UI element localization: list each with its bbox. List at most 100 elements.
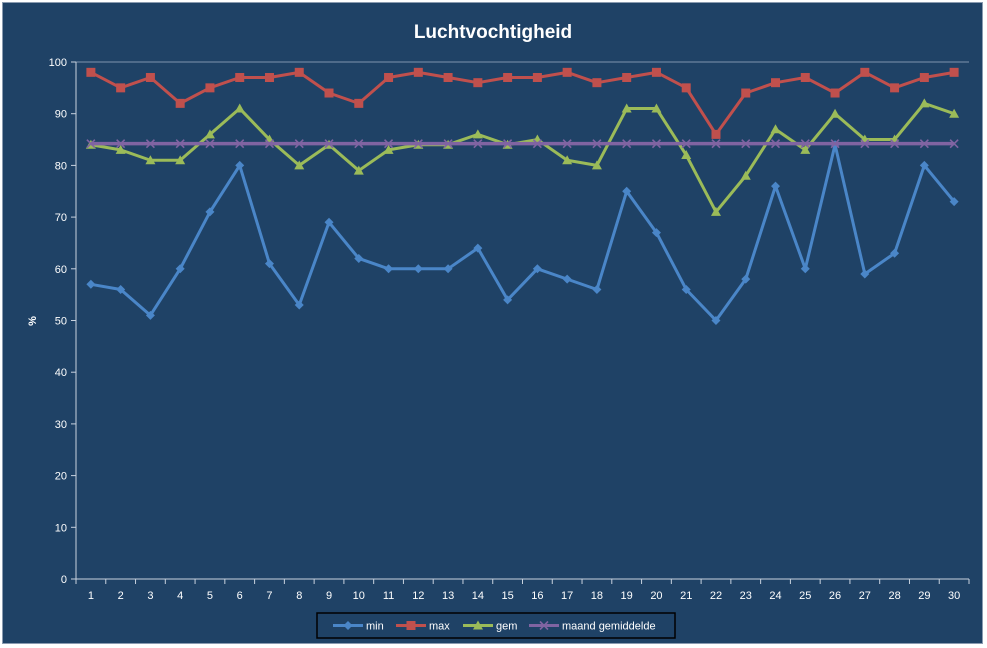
data-point-maand-gemiddelde — [235, 139, 245, 149]
data-point-min — [592, 284, 602, 294]
data-point-max — [830, 88, 840, 98]
marker-stroke — [145, 139, 155, 149]
y-tick-label: 50 — [55, 316, 67, 328]
marker-stroke — [175, 139, 185, 149]
marker-stroke — [681, 139, 691, 149]
x-tick-label: 14 — [472, 590, 484, 602]
data-point-gem — [175, 155, 186, 165]
data-point-min — [145, 310, 155, 320]
data-point-max — [503, 73, 513, 83]
y-tick-label: 30 — [55, 419, 67, 431]
x-tick-label: 2 — [118, 590, 124, 602]
data-point-min — [800, 264, 810, 274]
data-point-max — [235, 73, 245, 83]
x-tick-label: 30 — [948, 590, 960, 602]
marker-stroke — [800, 139, 810, 149]
data-point-gem — [740, 170, 751, 180]
data-point-min — [324, 217, 334, 227]
data-point-max — [443, 73, 453, 83]
x-tick-label: 5 — [207, 590, 213, 602]
legend-label: max — [429, 621, 450, 633]
marker-stroke — [383, 139, 394, 149]
x-tick-label: 20 — [650, 590, 662, 602]
data-point-min — [741, 274, 751, 284]
data-point-gem — [353, 165, 364, 175]
data-point-min — [473, 243, 483, 253]
marker-stroke — [264, 139, 275, 149]
data-point-maand-gemiddelde — [592, 139, 602, 149]
marker-stroke — [770, 139, 781, 149]
legend-item-min: min — [333, 621, 384, 633]
x-tick-label: 4 — [177, 590, 183, 602]
legend-swatch-marker — [343, 621, 353, 630]
marker-stroke — [443, 139, 453, 149]
x-tick-label: 3 — [147, 590, 153, 602]
data-point-min — [771, 181, 781, 191]
data-point-maand-gemiddelde — [681, 139, 691, 149]
data-point-max — [592, 78, 602, 88]
data-point-min — [294, 300, 304, 310]
legend-swatch-marker — [539, 620, 549, 631]
x-tick-label: 24 — [769, 590, 781, 602]
data-point-maand-gemiddelde — [890, 139, 900, 149]
data-point-min — [413, 264, 423, 274]
data-point-max — [116, 83, 126, 93]
marker-stroke — [651, 139, 662, 149]
data-point-maand-gemiddelde — [651, 139, 662, 149]
data-point-maand-gemiddelde — [294, 139, 304, 149]
x-tick-label: 17 — [561, 590, 573, 602]
data-point-maand-gemiddelde — [86, 139, 96, 149]
y-tick-label: 90 — [55, 109, 67, 121]
data-point-maand-gemiddelde — [443, 139, 453, 149]
x-tick-label: 29 — [918, 590, 930, 602]
data-point-maand-gemiddelde — [532, 139, 542, 149]
marker-stroke — [354, 139, 364, 149]
legend-swatch-marker — [406, 621, 416, 630]
series-min — [86, 140, 959, 325]
legend-label: min — [366, 621, 384, 633]
data-point-max — [384, 73, 394, 83]
data-point-max — [890, 83, 900, 93]
x-tick-label: 1 — [88, 590, 94, 602]
data-point-maand-gemiddelde — [741, 139, 751, 149]
data-point-gem — [472, 129, 483, 139]
marker-stroke — [830, 139, 840, 149]
data-point-max — [800, 73, 810, 83]
data-point-max — [86, 67, 96, 77]
data-point-max — [473, 78, 483, 88]
data-point-max — [860, 67, 870, 77]
data-point-max — [145, 73, 155, 83]
marker-stroke — [116, 139, 126, 149]
marker-stroke — [294, 139, 304, 149]
x-tick-label: 23 — [740, 590, 752, 602]
series-maand-gemiddelde — [86, 139, 959, 149]
data-point-max — [711, 129, 721, 139]
marker-stroke — [324, 139, 334, 149]
x-tick-label: 12 — [412, 590, 424, 602]
data-point-gem — [919, 98, 930, 108]
data-point-maand-gemiddelde — [145, 139, 155, 149]
data-point-min — [681, 284, 691, 294]
x-tick-label: 26 — [829, 590, 841, 602]
data-point-gem — [204, 129, 215, 139]
data-point-gem — [949, 108, 960, 118]
legend-box — [316, 612, 676, 639]
data-point-maand-gemiddelde — [413, 139, 423, 149]
data-point-maand-gemiddelde — [711, 139, 721, 149]
data-point-gem — [294, 160, 305, 170]
data-point-maand-gemiddelde — [919, 139, 929, 149]
data-point-max — [532, 73, 542, 83]
data-point-max — [919, 73, 929, 83]
data-point-maand-gemiddelde — [949, 139, 959, 149]
data-point-max — [324, 88, 334, 98]
y-tick-label: 100 — [49, 57, 67, 69]
data-point-min — [711, 316, 721, 325]
data-point-max — [741, 88, 751, 98]
data-point-maand-gemiddelde — [324, 139, 334, 149]
marker-stroke — [86, 139, 96, 149]
data-point-maand-gemiddelde — [205, 139, 215, 149]
x-tick-label: 21 — [680, 590, 692, 602]
marker-stroke — [711, 139, 721, 149]
data-point-min — [919, 160, 929, 170]
